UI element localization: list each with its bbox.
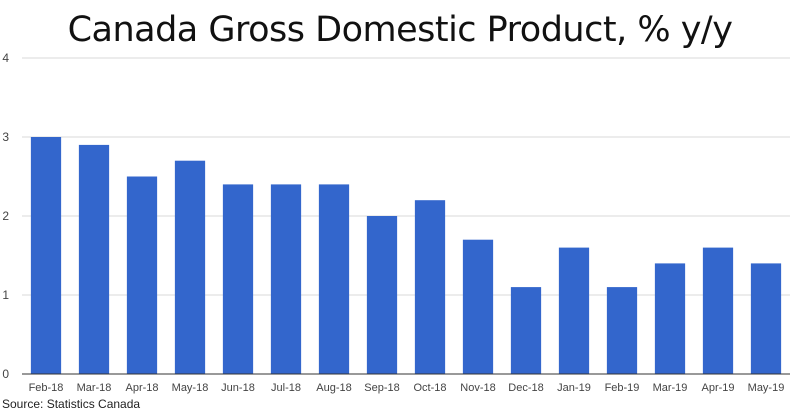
bar — [126, 176, 158, 374]
bar — [510, 287, 542, 374]
bar — [78, 144, 110, 374]
x-tick-label: Apr-19 — [701, 382, 734, 394]
bar — [222, 184, 254, 374]
y-tick-label: 4 — [2, 51, 9, 65]
y-tick-label: 1 — [2, 288, 9, 302]
bar — [366, 216, 398, 374]
x-axis-labels: Feb-18 Mar-18 Apr-18 May-18 Jun-18 Jul-18 Aug-… — [29, 382, 785, 394]
x-tick-label: May-18 — [172, 382, 209, 394]
y-axis-labels: 0 1 2 3 4 — [2, 51, 9, 381]
x-tick-label: Apr-18 — [125, 382, 158, 394]
bar — [318, 184, 350, 374]
x-tick-label: Sep-18 — [364, 382, 399, 394]
x-tick-label: Mar-19 — [653, 382, 688, 394]
chart-title: Canada Gross Domestic Product, % y/y — [67, 10, 733, 50]
x-tick-label: Oct-18 — [413, 382, 446, 394]
bar — [414, 200, 446, 374]
bar — [702, 247, 734, 374]
x-tick-label: May-19 — [748, 382, 785, 394]
x-tick-label: Jan-19 — [557, 382, 591, 394]
bar — [750, 263, 782, 374]
y-tick-label: 2 — [2, 209, 9, 223]
x-tick-label: Mar-18 — [77, 382, 112, 394]
x-tick-label: Nov-18 — [460, 382, 495, 394]
x-tick-label: Feb-19 — [605, 382, 640, 394]
bar — [606, 287, 638, 374]
x-tick-label: Dec-18 — [508, 382, 543, 394]
x-tick-label: Aug-18 — [316, 382, 351, 394]
bar — [558, 247, 590, 374]
bar — [654, 263, 686, 374]
bar — [462, 239, 494, 374]
bar — [174, 160, 206, 374]
bar — [30, 137, 62, 374]
x-tick-label: Feb-18 — [29, 382, 64, 394]
bar — [270, 184, 302, 374]
x-tick-label: Jun-18 — [221, 382, 255, 394]
y-tick-label: 3 — [2, 130, 9, 144]
bars — [30, 137, 782, 374]
source-note: Source: Statistics Canada — [2, 397, 141, 411]
y-tick-label: 0 — [2, 367, 9, 381]
x-tick-label: Jul-18 — [271, 382, 301, 394]
